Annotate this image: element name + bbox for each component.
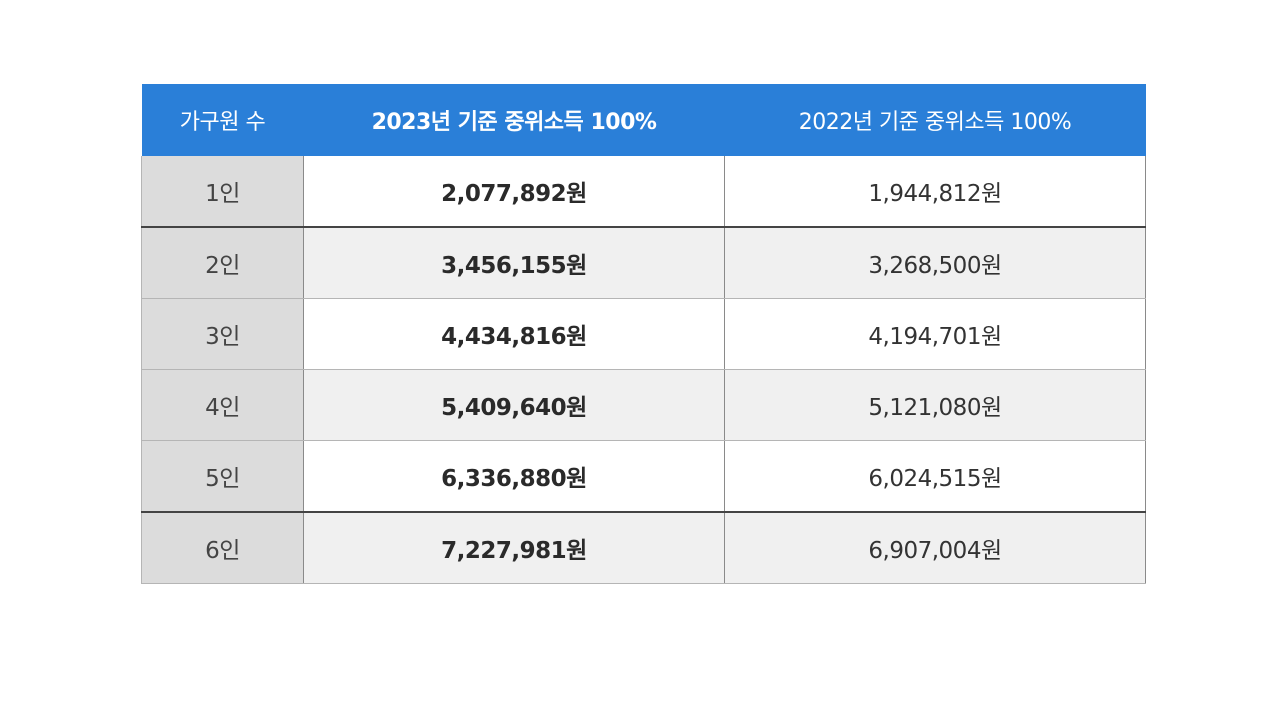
table-header: 가구원 수 2023년 기준 중위소득 100% 2022년 기준 중위소득 1…	[141, 84, 1146, 156]
income-2022-cell: 4,194,701원	[724, 298, 1146, 370]
header-2023-median-income: 2023년 기준 중위소득 100%	[303, 84, 725, 156]
household-size-cell: 5인	[141, 440, 304, 513]
table-row: 1인 2,077,892원 1,944,812원	[141, 156, 1146, 228]
income-2022-cell: 1,944,812원	[724, 156, 1146, 228]
header-row: 가구원 수 2023년 기준 중위소득 100% 2022년 기준 중위소득 1…	[141, 84, 1146, 156]
income-2023-cell: 7,227,981원	[303, 511, 725, 584]
income-2022-cell: 5,121,080원	[724, 369, 1146, 441]
income-2022-cell: 3,268,500원	[724, 226, 1146, 299]
table-row: 6인 7,227,981원 6,907,004원	[141, 511, 1146, 584]
income-2022-cell: 6,024,515원	[724, 440, 1146, 513]
income-2023-cell: 6,336,880원	[303, 440, 725, 513]
table-row: 2인 3,456,155원 3,268,500원	[141, 226, 1146, 299]
household-size-cell: 2인	[141, 226, 304, 299]
table-body: 1인 2,077,892원 1,944,812원 2인 3,456,155원 3…	[141, 156, 1146, 584]
table-row: 5인 6,336,880원 6,024,515원	[141, 440, 1146, 513]
income-2023-cell: 3,456,155원	[303, 226, 725, 299]
median-income-table-container: 가구원 수 2023년 기준 중위소득 100% 2022년 기준 중위소득 1…	[141, 84, 1146, 584]
table-row: 3인 4,434,816원 4,194,701원	[141, 298, 1146, 370]
income-2023-cell: 4,434,816원	[303, 298, 725, 370]
income-2023-cell: 2,077,892원	[303, 156, 725, 228]
header-household-size: 가구원 수	[141, 84, 304, 156]
median-income-table: 가구원 수 2023년 기준 중위소득 100% 2022년 기준 중위소득 1…	[141, 84, 1146, 584]
table-row: 4인 5,409,640원 5,121,080원	[141, 369, 1146, 441]
household-size-cell: 3인	[141, 298, 304, 370]
header-2022-median-income: 2022년 기준 중위소득 100%	[724, 84, 1146, 156]
household-size-cell: 1인	[141, 156, 304, 228]
household-size-cell: 4인	[141, 369, 304, 441]
income-2023-cell: 5,409,640원	[303, 369, 725, 441]
income-2022-cell: 6,907,004원	[724, 511, 1146, 584]
household-size-cell: 6인	[141, 511, 304, 584]
